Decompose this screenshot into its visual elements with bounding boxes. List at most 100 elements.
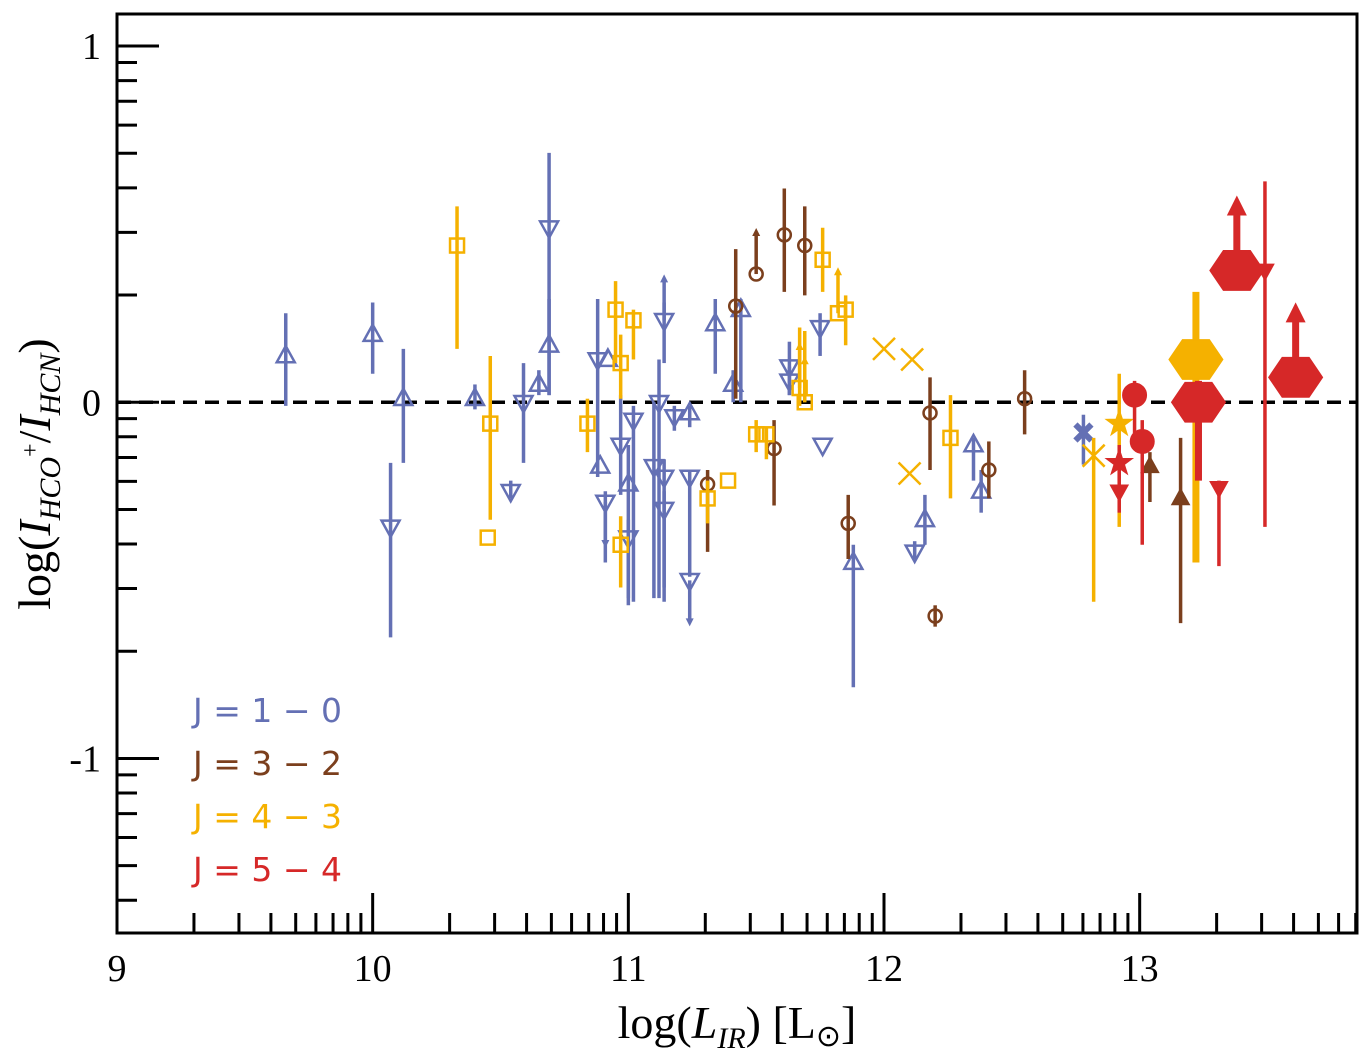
cross-marker	[872, 336, 896, 361]
star-marker	[1104, 447, 1135, 476]
triangle-marker	[537, 220, 561, 241]
circle-marker	[748, 266, 764, 282]
square-marker	[612, 354, 629, 372]
square-marker	[482, 415, 499, 432]
star-marker	[1104, 408, 1135, 437]
legend-entry: J = 4 − 3	[191, 797, 342, 836]
triangle-marker	[678, 469, 701, 490]
triangle-marker	[1170, 487, 1191, 506]
x-tick-label: 9	[108, 948, 127, 990]
cross-marker	[897, 461, 922, 486]
plot-frame	[115, 12, 1359, 935]
limit-arrowhead	[601, 539, 610, 548]
limit-arrowhead	[795, 342, 804, 351]
circle-marker	[1122, 382, 1148, 408]
triangle-marker	[811, 437, 834, 458]
square-marker	[607, 301, 624, 318]
triangle-marker	[778, 359, 801, 380]
triangle-marker	[913, 507, 937, 528]
triangle-marker	[808, 319, 832, 341]
square-marker	[796, 394, 814, 411]
y-tick-label: 1	[82, 26, 101, 68]
triangle-marker	[361, 321, 384, 343]
circle-marker	[776, 227, 793, 243]
triangle-marker	[379, 519, 402, 540]
square-marker	[625, 312, 642, 329]
y-tick-label: 0	[82, 382, 101, 424]
triangle-marker	[1109, 484, 1130, 503]
limit-arrowhead	[752, 228, 761, 237]
hexagon-marker	[1170, 381, 1227, 423]
hexagon-marker	[1268, 356, 1324, 398]
legend-entry: J = 1 − 0	[191, 691, 342, 730]
circle-marker	[797, 237, 813, 254]
square-marker	[579, 415, 596, 432]
triangle-marker	[463, 386, 487, 407]
triangle-marker	[609, 437, 632, 458]
limit-arrowhead	[660, 274, 669, 283]
triangle-marker	[653, 501, 676, 522]
triangle-marker	[778, 373, 801, 394]
square-marker	[699, 490, 716, 507]
triangle-marker	[1140, 455, 1160, 474]
triangle-marker	[903, 544, 926, 565]
triangle-marker	[653, 469, 676, 490]
triangle-marker	[653, 312, 676, 333]
legend-entry: J = 5 − 4	[191, 850, 342, 889]
square-marker	[942, 429, 959, 447]
triangle-marker	[678, 400, 701, 421]
square-marker	[448, 237, 466, 254]
triangle-marker	[962, 432, 985, 453]
square-marker	[719, 472, 737, 489]
triangle-marker	[622, 412, 645, 433]
y-tick-label: -1	[69, 738, 101, 780]
legend-entry: J = 3 − 2	[191, 744, 342, 783]
limit-arrowhead	[1285, 302, 1306, 323]
cross-marker	[900, 347, 925, 372]
x-axis-label: log(LIR) [L⊙]	[618, 997, 857, 1055]
x-tick-label: 13	[1121, 948, 1159, 990]
square-marker	[758, 426, 775, 443]
limit-arrowhead	[685, 618, 694, 627]
square-marker	[479, 529, 496, 546]
triangle-marker	[596, 346, 620, 368]
triangle-marker	[970, 478, 993, 499]
square-marker	[747, 426, 765, 443]
triangle-marker	[663, 408, 686, 430]
circle-marker	[922, 405, 938, 421]
circle-marker	[981, 462, 997, 478]
limit-arrowhead	[1226, 195, 1247, 216]
triangle-marker	[512, 394, 535, 415]
square-marker	[612, 536, 629, 553]
x-tick-label: 12	[865, 948, 903, 990]
triangle-marker	[1255, 263, 1275, 282]
circle-marker	[840, 515, 856, 532]
hexagon-marker	[1209, 250, 1265, 291]
triangle-marker	[704, 311, 727, 332]
triangle-marker	[647, 394, 671, 415]
triangle-marker	[594, 494, 617, 515]
cross-marker	[1081, 443, 1106, 468]
circle-marker	[1016, 390, 1033, 407]
hexagon-marker	[1168, 339, 1224, 380]
limit-arrowhead	[800, 356, 809, 365]
triangle-marker	[589, 453, 612, 474]
triangle-marker	[1209, 480, 1229, 499]
circle-marker	[927, 608, 943, 624]
x-tick-label: 11	[610, 948, 647, 990]
square-marker	[814, 251, 831, 269]
y-axis-label: log(IHCO+/IHCN)	[9, 338, 67, 609]
cross-marker	[1073, 422, 1094, 443]
triangle-marker	[392, 386, 415, 407]
triangle-marker	[678, 572, 701, 593]
circle-marker	[727, 298, 744, 314]
triangle-marker	[499, 483, 522, 504]
square-marker	[837, 301, 854, 318]
triangle-marker	[527, 371, 550, 392]
limit-arrowhead	[833, 267, 842, 276]
circle-marker	[1129, 428, 1155, 454]
triangle-marker	[274, 343, 297, 364]
triangle-marker	[722, 371, 745, 392]
x-tick-label: 10	[354, 948, 392, 990]
triangle-marker	[842, 549, 865, 571]
